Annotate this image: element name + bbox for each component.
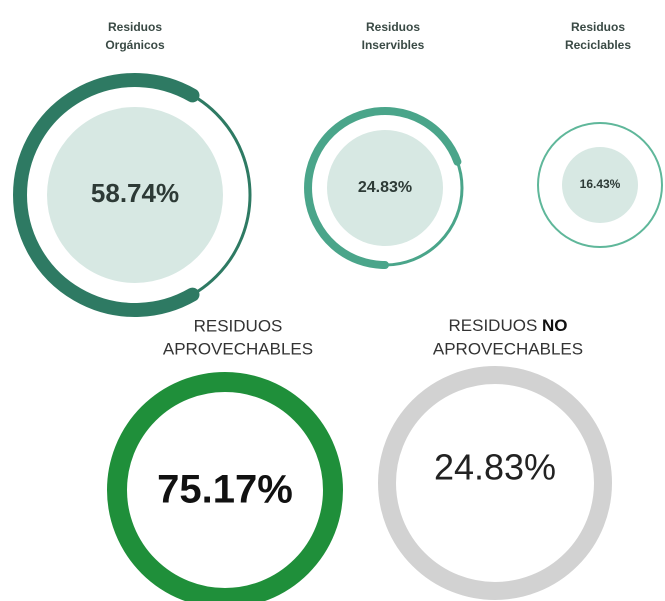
label: Inservibles <box>362 38 425 52</box>
label: RESIDUOS <box>194 316 283 335</box>
value: 24.83% <box>434 447 556 488</box>
label: RESIDUOS <box>448 316 537 335</box>
ring-arc <box>304 107 462 269</box>
inner-disc <box>47 107 223 283</box>
ring <box>378 366 612 600</box>
label: Residuos <box>366 20 420 34</box>
inner-disc <box>562 147 638 223</box>
value: 16.43% <box>580 177 621 191</box>
label: Orgánicos <box>105 38 165 52</box>
label: APROVECHABLES <box>433 339 583 358</box>
label: RESIDUOS NO <box>448 316 567 335</box>
label: Reciclables <box>565 38 631 52</box>
value: 58.74% <box>91 178 179 208</box>
ring-arc <box>13 73 200 317</box>
value: 24.83% <box>358 179 412 196</box>
inner-disc <box>327 130 443 246</box>
ring <box>537 122 663 248</box>
label: Residuos <box>571 20 625 34</box>
value: 75.17% <box>157 468 293 512</box>
label: Residuos <box>108 20 162 34</box>
label: APROVECHABLES <box>163 339 313 358</box>
label-bold: NO <box>542 316 568 335</box>
ring <box>107 372 343 601</box>
